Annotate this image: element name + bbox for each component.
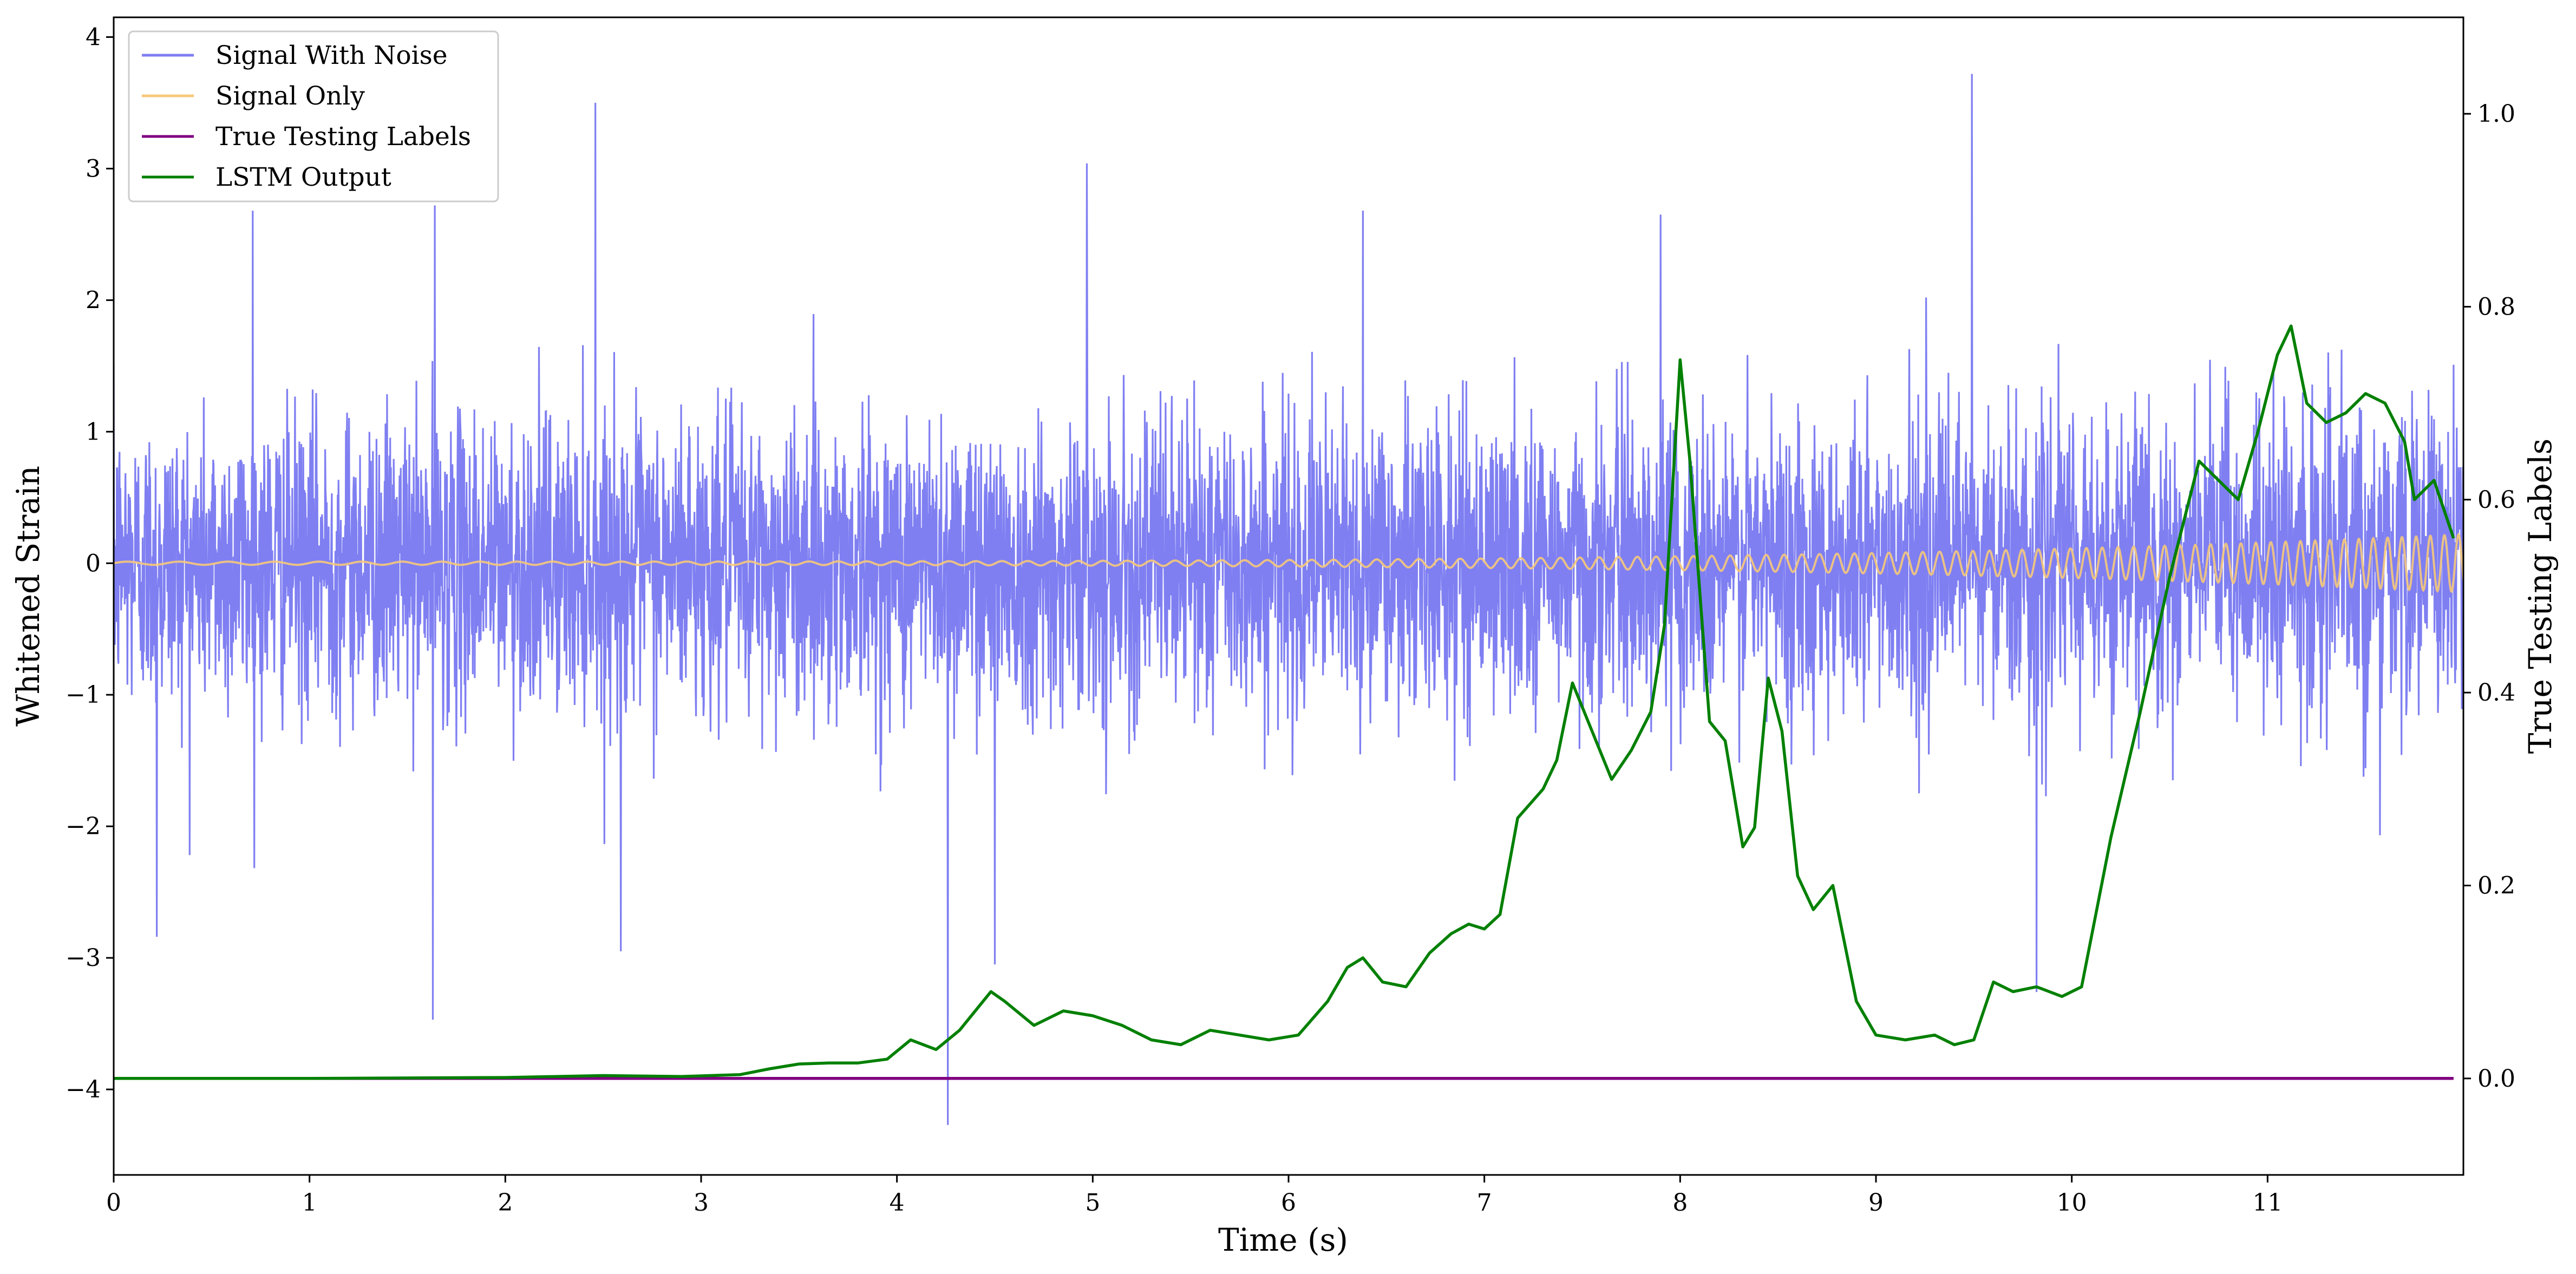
y-right-tick-label: 0.0 (2477, 1065, 2515, 1093)
y-axis-left-label: Whitened Strain (10, 466, 47, 727)
x-tick-label: 5 (1085, 1189, 1100, 1217)
legend: Signal With Noise Signal Only True Testi… (128, 30, 499, 202)
y-right-tick-label: 0.4 (2477, 679, 2515, 707)
y-left-tick-label: −1 (66, 681, 101, 709)
x-tick-label: 9 (1868, 1189, 1884, 1217)
legend-label-signal-only: Signal Only (215, 81, 365, 111)
y-right-tick-label: 0.2 (2477, 872, 2515, 900)
y-left-tick-label: 4 (86, 23, 101, 51)
series-signal-with-noise (114, 74, 2463, 1125)
series-lstm-output (114, 324, 2455, 1080)
x-tick-label: 7 (1477, 1189, 1492, 1217)
legend-label-true-testing-labels: True Testing Labels (215, 122, 471, 152)
y-left-tick-label: 2 (86, 286, 101, 314)
legend-label-signal-with-noise: Signal With Noise (215, 41, 448, 70)
x-tick-label: 10 (2057, 1189, 2087, 1217)
y-left-tick-label: −3 (66, 944, 101, 972)
y-left-tick-label: 3 (86, 155, 101, 182)
x-axis-label: Time (s) (1218, 1221, 1348, 1258)
y-right-tick-label: 0.8 (2477, 293, 2515, 321)
x-tick-label: 8 (1672, 1189, 1688, 1217)
legend-label-lstm-output: LSTM Output (215, 162, 391, 192)
x-tick-label: 3 (694, 1189, 709, 1217)
series-signal-only (114, 532, 2463, 593)
y-left-tick-label: −4 (66, 1076, 101, 1103)
axes-layer: 0 1 2 3 4 5 6 7 8 9 10 11 −4 −3 −2 −1 0 1 2 3 4 0.0 0.2 0.4 0.6 0… (66, 23, 2515, 1217)
y-right-tick-label: 1.0 (2477, 100, 2515, 128)
series-layer (114, 74, 2463, 1125)
x-tick-label: 11 (2252, 1189, 2283, 1217)
y-left-tick-label: 1 (86, 418, 101, 446)
legend-box (128, 30, 499, 202)
x-tick-label: 6 (1281, 1189, 1296, 1217)
y-left-tick-label: −2 (66, 813, 101, 840)
x-tick-label: 1 (302, 1189, 317, 1217)
y-right-tick-label: 0.6 (2477, 486, 2515, 514)
y-axis-right-label: True Testing Labels (2522, 439, 2559, 754)
x-tick-label: 0 (106, 1189, 121, 1217)
x-tick-label: 2 (498, 1189, 513, 1217)
x-tick-label: 4 (890, 1189, 905, 1217)
y-left-tick-label: 0 (86, 550, 101, 577)
